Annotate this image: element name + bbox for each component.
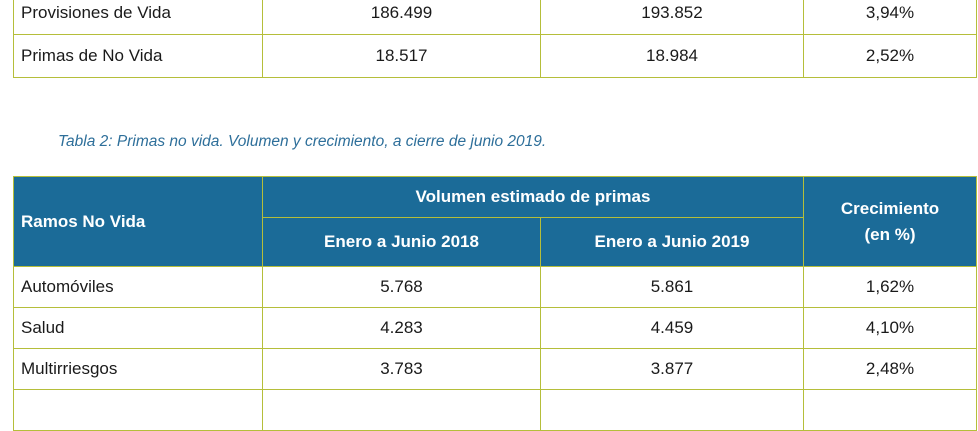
value-2018: 5.768: [262, 266, 541, 308]
table-row: [13, 389, 977, 431]
table-row: Provisiones de Vida 186.499 193.852 3,94…: [13, 0, 977, 35]
table-row: Multirriesgos 3.783 3.877 2,48%: [13, 348, 977, 390]
value-2018: 18.517: [262, 34, 541, 78]
row-label: Primas de No Vida: [13, 34, 263, 78]
row-label: Salud: [13, 307, 263, 349]
header-row: Ramos No Vida Volumen estimado de primas…: [13, 176, 977, 267]
header-2018: Enero a Junio 2018: [262, 217, 541, 267]
header-volumen: Volumen estimado de primas: [262, 176, 804, 218]
table-life-summary: Provisiones de Vida 186.499 193.852 3,94…: [13, 0, 977, 78]
value-2019: 5.861: [540, 266, 804, 308]
value-2019: 4.459: [540, 307, 804, 349]
header-crecimiento-line2: (en %): [864, 224, 916, 244]
table-row: Salud 4.283 4.459 4,10%: [13, 307, 977, 349]
header-crecimiento: Crecimiento (en %): [803, 176, 977, 267]
header-row: Enero a Junio 2018 Enero a Junio 2019: [14, 217, 977, 267]
growth-value: 4,10%: [803, 307, 977, 349]
header-2019: Enero a Junio 2019: [540, 217, 804, 267]
header-crecimiento-line1: Crecimiento: [840, 198, 940, 218]
header-ramos: Ramos No Vida: [13, 176, 263, 267]
value-2019: 18.984: [540, 34, 804, 78]
growth-value: 3,94%: [803, 0, 977, 35]
table-row: Primas de No Vida 18.517 18.984 2,52%: [13, 34, 977, 78]
value-2019: 193.852: [540, 0, 804, 35]
table-non-life-premiums: Ramos No Vida Volumen estimado de primas…: [13, 176, 977, 431]
growth-value: 2,52%: [803, 34, 977, 78]
row-label: Multirriesgos: [13, 348, 263, 390]
row-label: Automóviles: [13, 266, 263, 308]
value-2018: 186.499: [262, 0, 541, 35]
value-2018: 3.783: [262, 348, 541, 390]
table-row: Automóviles 5.768 5.861 1,62%: [13, 266, 977, 308]
growth-value: 1,62%: [803, 266, 977, 308]
value-2018: 4.283: [262, 307, 541, 349]
value-2019: 3.877: [540, 348, 804, 390]
growth-value: 2,48%: [803, 348, 977, 390]
table-caption: Tabla 2: Primas no vida. Volumen y creci…: [58, 133, 547, 150]
row-label: Provisiones de Vida: [13, 0, 263, 35]
